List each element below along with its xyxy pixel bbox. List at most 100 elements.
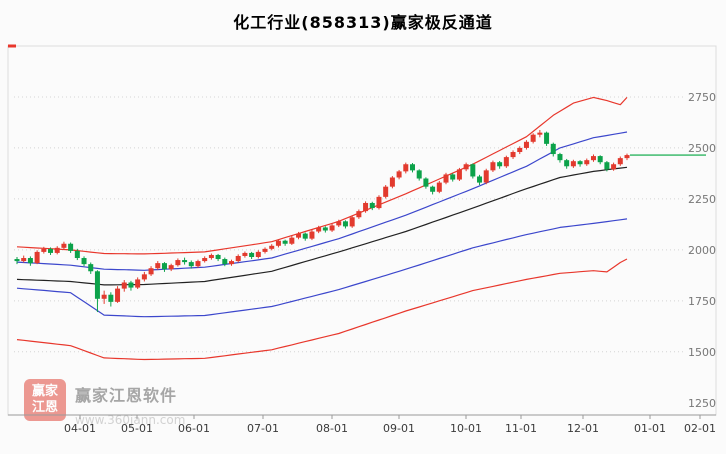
candle	[175, 258, 181, 267]
candle	[108, 292, 114, 307]
candle	[48, 247, 54, 255]
lower-blue-band	[16, 218, 628, 318]
candle	[584, 158, 590, 166]
y-axis-label: 1750	[688, 295, 716, 308]
candle	[88, 262, 94, 274]
candle	[316, 225, 322, 234]
candle	[396, 169, 402, 180]
candle	[302, 232, 308, 241]
candle	[309, 229, 315, 241]
candle	[229, 259, 235, 266]
candle	[275, 239, 281, 248]
candle	[188, 260, 194, 269]
candle	[611, 162, 617, 171]
candle	[570, 159, 576, 168]
candle	[550, 142, 556, 157]
x-axis-label: 05-01	[121, 422, 153, 435]
candle	[235, 254, 241, 263]
candle	[296, 231, 302, 240]
candle	[27, 256, 33, 266]
candle	[470, 163, 476, 179]
candle	[255, 250, 261, 259]
candle	[215, 253, 221, 262]
candle	[624, 153, 630, 161]
candle	[590, 154, 596, 162]
candle	[14, 257, 20, 265]
candle	[577, 160, 583, 167]
candle	[289, 236, 295, 245]
candle	[463, 162, 469, 172]
candle	[530, 133, 536, 144]
candle	[363, 201, 369, 213]
candle	[409, 163, 415, 173]
candle	[617, 156, 623, 166]
candle	[128, 280, 134, 291]
candle	[81, 256, 87, 267]
y-axis-label: 1250	[688, 397, 716, 410]
candle	[430, 185, 436, 195]
candle	[537, 129, 543, 138]
x-axis-label: 10-01	[450, 422, 482, 435]
candle	[564, 158, 570, 169]
candle	[148, 266, 154, 276]
x-axis-label: 12-01	[567, 422, 599, 435]
candle	[416, 169, 422, 181]
candle	[544, 131, 550, 146]
candle	[168, 263, 174, 272]
x-axis-label: 04-01	[64, 422, 96, 435]
y-axis-label: 2500	[688, 142, 716, 155]
x-axis-label: 06-01	[178, 422, 210, 435]
x-axis-label: 01-01	[634, 422, 666, 435]
candle	[383, 185, 389, 199]
candle	[141, 271, 147, 282]
candle	[249, 251, 255, 260]
middle-black-line	[16, 166, 628, 286]
candle	[443, 172, 449, 185]
candle	[336, 219, 342, 228]
candle	[356, 209, 362, 219]
candle	[222, 257, 228, 267]
candle	[262, 247, 268, 254]
candle	[456, 167, 462, 181]
candle	[604, 160, 610, 172]
candle	[155, 261, 161, 270]
candle	[517, 146, 523, 155]
candle	[369, 201, 375, 211]
candle	[282, 239, 288, 246]
candle	[342, 220, 348, 229]
x-axis-label: 11-01	[505, 422, 537, 435]
candle	[101, 290, 107, 304]
candle	[242, 251, 248, 258]
candle	[436, 180, 442, 194]
candle	[389, 176, 395, 189]
x-axis-label: 09-01	[383, 422, 415, 435]
candle	[54, 246, 60, 255]
candle	[329, 223, 335, 232]
lower-red-band	[16, 258, 628, 361]
candle	[349, 215, 355, 228]
candle	[135, 277, 141, 290]
candle	[557, 152, 563, 163]
y-axis-label: 1500	[688, 346, 716, 359]
candle	[161, 262, 167, 272]
candle	[182, 257, 188, 265]
candle	[450, 173, 456, 182]
candle	[483, 168, 489, 185]
y-axis-label: 2750	[688, 91, 716, 104]
candle	[115, 286, 121, 303]
candle	[403, 162, 409, 174]
candle	[94, 270, 100, 313]
upper-red-band	[16, 96, 628, 255]
y-axis-label: 2250	[688, 193, 716, 206]
candle	[269, 244, 275, 251]
chart-title: 化工行业(858313)赢家极反通道	[233, 13, 493, 32]
candle	[503, 155, 509, 168]
x-axis-label: 07-01	[247, 422, 279, 435]
candle	[21, 255, 27, 263]
candle	[34, 250, 40, 265]
candle	[510, 150, 516, 159]
candle	[490, 160, 496, 172]
candle	[376, 195, 382, 210]
